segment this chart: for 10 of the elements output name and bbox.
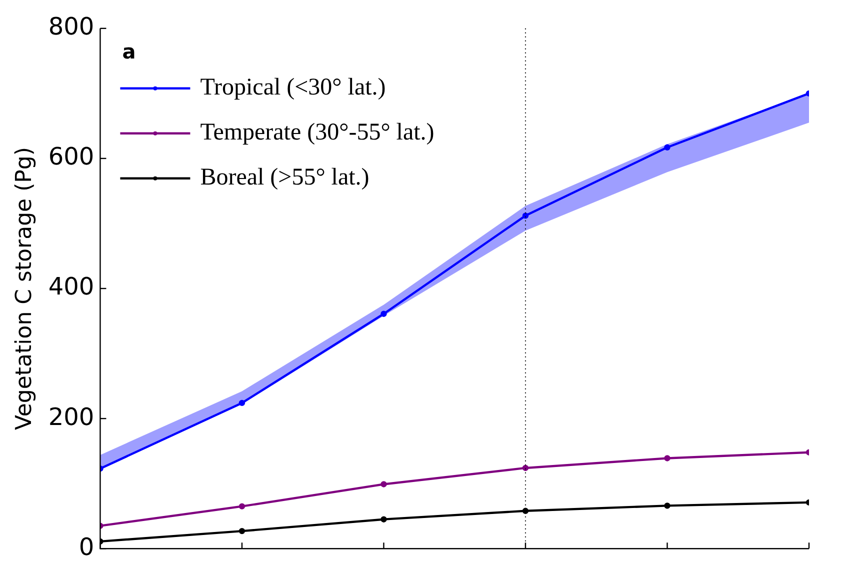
legend-label: Tropical (<30° lat.) <box>200 74 386 101</box>
y-tick-label: 600 <box>48 142 94 171</box>
y-tick-label: 800 <box>48 12 94 41</box>
y-tick-label: 400 <box>48 272 94 301</box>
y-axis-title: Vegetation C storage (Pg) <box>12 147 37 430</box>
y-tick-label: 200 <box>48 402 94 431</box>
annotation: a <box>122 39 136 64</box>
y-tick-label: 0 <box>78 532 94 561</box>
legend-label: Temperate (30°-55° lat.) <box>200 120 434 146</box>
legend-label: Boreal (>55° lat.) <box>200 164 370 191</box>
